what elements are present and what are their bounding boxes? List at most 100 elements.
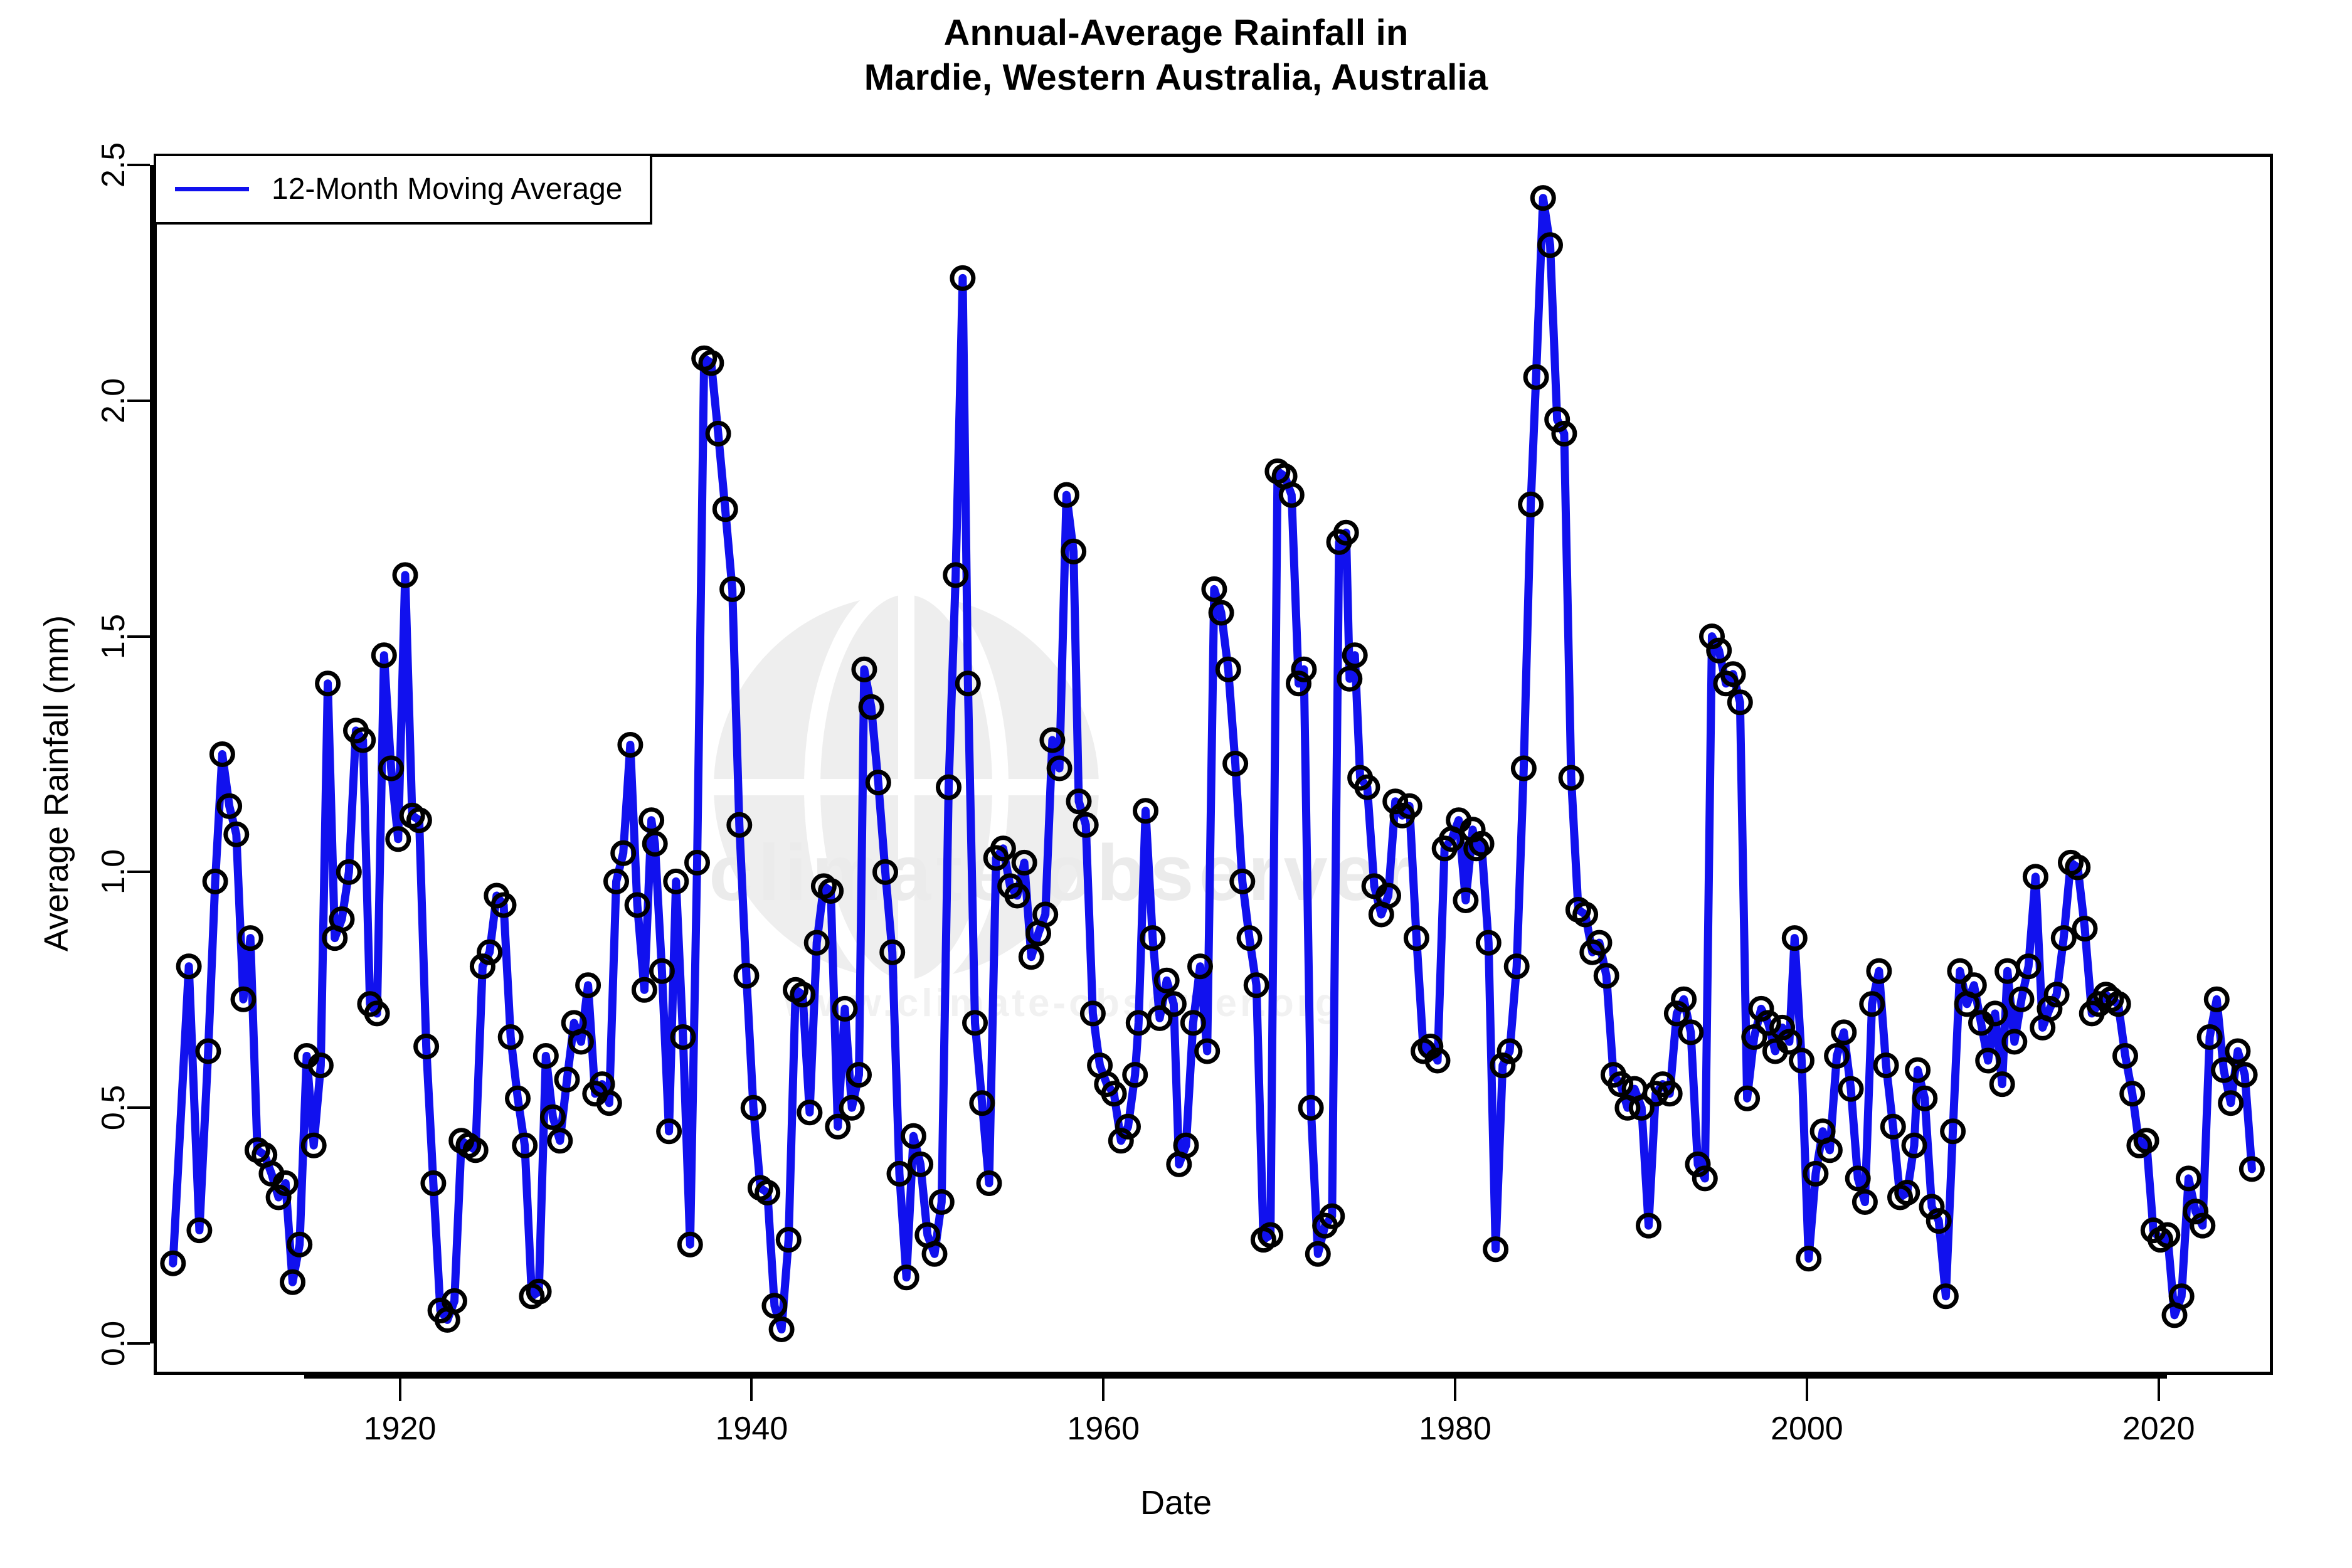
data-point bbox=[1510, 755, 1537, 781]
data-point bbox=[900, 1123, 926, 1149]
data-point bbox=[976, 1170, 1002, 1196]
x-tick-mark bbox=[1102, 1379, 1105, 1401]
data-point bbox=[497, 1024, 524, 1050]
data-point bbox=[575, 972, 601, 999]
data-point bbox=[1734, 1085, 1761, 1111]
data-point bbox=[1194, 1038, 1221, 1064]
data-point bbox=[1530, 185, 1556, 211]
data-point bbox=[642, 830, 668, 857]
data-point bbox=[2190, 1212, 2216, 1239]
data-point bbox=[921, 1241, 948, 1267]
data-point bbox=[209, 741, 235, 767]
data-point bbox=[1140, 925, 1166, 951]
data-point bbox=[1551, 420, 1577, 447]
data-point bbox=[2225, 1038, 2251, 1064]
data-point bbox=[1453, 887, 1479, 913]
y-tick-label: 0.0 bbox=[95, 1320, 132, 1367]
data-point bbox=[1671, 986, 1697, 1012]
chart-title-line1: Annual-Average Rainfall in bbox=[943, 13, 1409, 53]
data-point bbox=[540, 1104, 566, 1130]
data-point bbox=[2001, 1029, 2028, 1055]
legend-line-swatch bbox=[175, 187, 249, 191]
data-point bbox=[1699, 623, 1725, 650]
data-point bbox=[1838, 1076, 1864, 1102]
data-point-markers bbox=[160, 185, 2265, 1342]
data-point bbox=[1636, 1212, 1661, 1239]
data-point bbox=[1866, 958, 1892, 984]
data-point bbox=[1975, 1047, 2001, 1074]
data-point bbox=[300, 1132, 327, 1158]
data-point bbox=[2218, 1090, 2244, 1116]
data-point bbox=[2168, 1283, 2195, 1310]
y-tick-mark bbox=[127, 1342, 150, 1345]
data-point bbox=[265, 1184, 292, 1210]
y-tick-label: 1.5 bbox=[95, 613, 132, 659]
data-point bbox=[1537, 232, 1563, 258]
data-point bbox=[886, 1160, 913, 1187]
data-point bbox=[385, 826, 411, 852]
data-point bbox=[705, 420, 731, 447]
data-point bbox=[1115, 1113, 1141, 1140]
data-point bbox=[1004, 882, 1030, 909]
data-point bbox=[1706, 637, 1732, 664]
data-point bbox=[832, 995, 858, 1022]
data-point bbox=[1424, 1047, 1451, 1074]
data-point bbox=[272, 1170, 299, 1196]
y-tick-mark bbox=[127, 399, 150, 402]
data-point bbox=[2050, 925, 2077, 951]
x-axis-line bbox=[304, 1375, 2167, 1379]
data-point bbox=[554, 1066, 580, 1093]
data-point bbox=[943, 562, 969, 588]
data-point bbox=[1403, 925, 1429, 951]
data-point bbox=[1122, 1062, 1148, 1088]
data-point bbox=[1796, 1246, 1822, 1272]
data-point bbox=[1337, 665, 1363, 692]
data-point bbox=[1053, 482, 1079, 508]
data-point bbox=[1490, 1052, 1516, 1079]
data-point bbox=[719, 576, 746, 602]
data-point bbox=[1039, 727, 1066, 753]
data-point bbox=[364, 1000, 390, 1027]
data-point bbox=[858, 694, 884, 720]
data-point bbox=[768, 1316, 795, 1342]
data-point bbox=[818, 878, 844, 904]
data-point bbox=[1685, 1151, 1711, 1177]
data-point bbox=[1208, 600, 1234, 626]
x-tick-mark bbox=[1805, 1379, 1808, 1401]
data-point bbox=[1912, 1085, 1938, 1111]
y-tick-mark bbox=[127, 1106, 150, 1110]
data-point bbox=[160, 1250, 186, 1276]
data-point bbox=[350, 727, 376, 753]
data-point bbox=[1475, 930, 1502, 956]
data-point bbox=[413, 1034, 440, 1059]
data-point bbox=[2015, 953, 2042, 980]
y-tick-label: 2.5 bbox=[95, 142, 132, 188]
data-point bbox=[505, 1085, 531, 1111]
legend-box[interactable]: 12-Month Moving Average bbox=[154, 154, 652, 225]
data-point bbox=[1727, 689, 1753, 716]
data-point bbox=[1919, 1194, 1945, 1220]
data-point bbox=[2119, 1081, 2146, 1107]
data-point bbox=[1926, 1208, 1952, 1234]
data-point bbox=[879, 939, 906, 965]
data-point bbox=[1692, 1165, 1718, 1192]
data-point bbox=[1298, 1094, 1324, 1121]
data-point bbox=[216, 793, 243, 819]
data-point bbox=[872, 859, 898, 885]
data-point bbox=[1586, 930, 1613, 956]
data-point bbox=[1776, 1029, 1803, 1055]
data-point bbox=[477, 939, 503, 965]
data-point bbox=[2238, 1156, 2265, 1182]
chart-title-line2: Mardie, Western Australia, Australia bbox=[864, 56, 1488, 98]
data-point bbox=[462, 1137, 489, 1163]
data-point bbox=[1483, 1236, 1509, 1263]
data-point bbox=[851, 656, 877, 682]
data-point bbox=[1518, 491, 1544, 517]
data-point bbox=[1720, 661, 1746, 687]
data-point bbox=[1278, 482, 1305, 508]
data-point bbox=[176, 953, 202, 980]
data-point bbox=[336, 859, 362, 885]
y-tick-mark bbox=[127, 164, 150, 166]
data-point bbox=[2008, 986, 2035, 1012]
